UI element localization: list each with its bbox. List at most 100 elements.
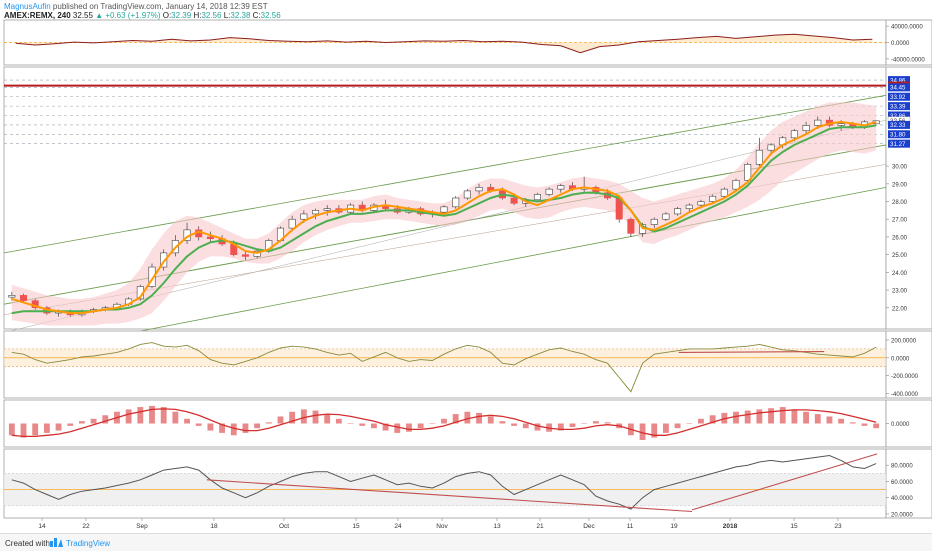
- candle-body: [20, 295, 28, 301]
- chart-canvas[interactable]: 40000.0000 0.0000 -40000.0000 22.00 23.00 24…: [0, 0, 932, 533]
- candle-body: [463, 190, 471, 199]
- candle-body: [312, 210, 320, 215]
- macd-hist-bar: [861, 423, 868, 426]
- candle-body: [685, 204, 693, 209]
- tradingview-logo-icon: [50, 538, 63, 547]
- price-badge-label: 33.92: [890, 94, 906, 101]
- price-badge-label: 34.45: [890, 85, 906, 92]
- macd-hist-bar: [686, 423, 693, 424]
- price-tick-label: 28.00: [892, 200, 908, 206]
- channel-upper-line: [3, 94, 887, 254]
- symbol-name[interactable]: AMEX:REMX, 240: [4, 11, 71, 20]
- rsi-line: [11, 454, 877, 510]
- macd-hist-bar: [242, 423, 249, 433]
- channel-lower-line: [3, 186, 887, 358]
- price-badge: [888, 83, 910, 92]
- macd-tick-label: 0.0000: [891, 422, 910, 428]
- macd-hist-bar: [184, 418, 190, 424]
- macd-hist-bar: [160, 407, 167, 424]
- price-badge: [888, 139, 910, 148]
- candle-body: [755, 149, 763, 165]
- time-tick-label: 18: [210, 523, 218, 530]
- time-tick-label: 21: [536, 523, 544, 530]
- top-oscillator-pane: 40000.0000 0.0000 -40000.0000: [3, 19, 932, 66]
- macd-hist-bar: [592, 421, 599, 424]
- published-text: published on TradingView.com, January 14…: [50, 2, 268, 11]
- price-scale: [885, 66, 932, 330]
- macd-hist-bar: [557, 423, 564, 431]
- price-badge: [888, 130, 910, 139]
- price-badge: [888, 76, 910, 85]
- top-osc-tick-label: -40000.0000: [891, 57, 925, 63]
- price-badge: [888, 102, 910, 111]
- price-tick-label: 30.00: [892, 165, 908, 171]
- price-badge: [888, 92, 910, 101]
- macd-hist-bar: [791, 409, 798, 424]
- macd-hist-bar: [604, 422, 611, 424]
- macd-hist-bar: [779, 407, 786, 424]
- time-tick-label: 13: [493, 523, 501, 530]
- low-value: 32.38: [230, 11, 251, 20]
- macd-hist-bar: [499, 421, 506, 424]
- candle-body: [510, 197, 518, 204]
- macd-hist-bar: [826, 416, 833, 424]
- rsi-trend-line: [206, 479, 692, 513]
- open-value: 32.39: [171, 11, 192, 20]
- open-label: O:: [162, 11, 172, 20]
- macd-hist-bar: [55, 423, 62, 431]
- time-tick-label: 11: [627, 523, 634, 530]
- price-tick-label: 25.00: [892, 253, 908, 259]
- macd-hist-bar: [172, 411, 179, 424]
- macd-hist-bar: [838, 418, 845, 424]
- price-badge-label: 32.86: [890, 113, 906, 120]
- author-name[interactable]: MagnusAufin: [4, 2, 51, 11]
- macd-hist-bar: [849, 422, 856, 424]
- price-tick-label: 27.00: [892, 218, 908, 224]
- price-badge: [888, 111, 910, 120]
- macd-hist-bar: [417, 423, 424, 429]
- macd-hist-bar: [476, 412, 482, 424]
- candle-body: [732, 179, 740, 190]
- price-change: ▲ +0.63 (+1.97%): [95, 11, 161, 20]
- tradingview-link[interactable]: TradingView: [66, 539, 111, 548]
- time-tick-label: Sep: [136, 523, 148, 530]
- time-tick-label: 2018: [723, 523, 738, 530]
- price-tick-label: 23.00: [892, 289, 908, 295]
- candle-body: [206, 236, 214, 240]
- macd-hist-bar: [651, 423, 658, 438]
- candle-body: [8, 295, 16, 298]
- candle-body: [814, 119, 822, 126]
- macd-hist-bar: [254, 423, 261, 429]
- rsi-tick-label: 40.0000: [891, 496, 913, 502]
- macd-hist-bar: [768, 408, 774, 424]
- macd-hist-bar: [569, 423, 576, 428]
- price-tick-label: 24.00: [892, 271, 908, 277]
- candle-body: [662, 213, 670, 220]
- macd-hist-bar: [487, 416, 494, 424]
- macd-hist-bar: [709, 415, 716, 424]
- price-tick-label: 26.00: [892, 235, 908, 241]
- macd-hist-bar: [90, 418, 97, 424]
- macd-scale: [885, 399, 932, 448]
- close-value: 32.56: [260, 11, 281, 20]
- macd-hist-bar: [79, 421, 85, 424]
- macd-hist-bar: [324, 414, 331, 424]
- macd-hist-bar: [125, 409, 132, 424]
- time-axis: 14 22 Sep 18 Oct 15 24 Nov 13 21 Dec 11 19 2018 15 23: [38, 518, 842, 530]
- candle-body: [744, 164, 752, 181]
- candle-body: [475, 187, 483, 192]
- candle-body: [837, 123, 845, 126]
- candle-body: [790, 130, 798, 139]
- candle-body: [148, 266, 156, 287]
- candle-body: [650, 218, 658, 225]
- macd-hist-bar: [406, 423, 412, 432]
- macd-hist-bar: [814, 414, 821, 424]
- macd-hist-bar: [674, 423, 681, 429]
- time-tick-label: Nov: [436, 523, 448, 530]
- candle-body: [300, 213, 308, 220]
- time-tick-label: 14: [38, 523, 46, 530]
- candle-body: [709, 195, 717, 202]
- candle-body: [557, 185, 565, 190]
- low-label: L:: [223, 11, 231, 20]
